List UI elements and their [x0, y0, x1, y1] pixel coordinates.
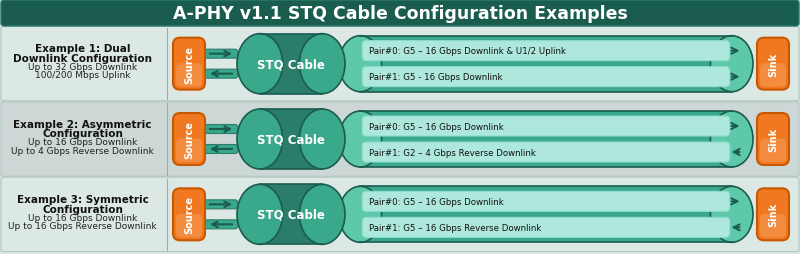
Text: Source: Source — [184, 121, 194, 158]
Text: Sink: Sink — [768, 52, 778, 76]
Text: STQ Cable: STQ Cable — [257, 58, 325, 71]
FancyBboxPatch shape — [362, 217, 730, 237]
Text: Configuration: Configuration — [42, 129, 123, 139]
FancyBboxPatch shape — [204, 125, 238, 134]
Text: Pair#0: G5 – 16 Gbps Downlink: Pair#0: G5 – 16 Gbps Downlink — [370, 197, 504, 206]
Bar — [260, 35, 322, 94]
Text: Pair#1: G5 - 16 Gbps Downlink: Pair#1: G5 - 16 Gbps Downlink — [370, 73, 502, 82]
FancyBboxPatch shape — [362, 67, 730, 87]
Bar — [260, 185, 322, 244]
FancyBboxPatch shape — [1, 1, 799, 27]
Text: Up to 32 Gbps Downlink: Up to 32 Gbps Downlink — [28, 63, 137, 72]
Text: Up to 4 Gbps Reverse Downlink: Up to 4 Gbps Reverse Downlink — [11, 146, 154, 155]
Ellipse shape — [710, 112, 753, 167]
Text: Up to 16 Gbps Downlink: Up to 16 Gbps Downlink — [28, 213, 137, 222]
Text: Source: Source — [184, 45, 194, 83]
Text: Sink: Sink — [768, 127, 778, 152]
Ellipse shape — [237, 109, 282, 169]
FancyBboxPatch shape — [176, 139, 202, 162]
Text: STQ Cable: STQ Cable — [257, 208, 325, 221]
FancyBboxPatch shape — [176, 64, 202, 87]
Text: Downlink Configuration: Downlink Configuration — [13, 54, 152, 64]
Text: Example 2: Asymmetric: Example 2: Asymmetric — [14, 119, 152, 129]
Text: A-PHY v1.1 STQ Cable Configuration Examples: A-PHY v1.1 STQ Cable Configuration Examp… — [173, 5, 627, 23]
FancyBboxPatch shape — [362, 117, 730, 136]
Ellipse shape — [710, 187, 753, 242]
Ellipse shape — [237, 35, 282, 94]
Ellipse shape — [339, 112, 382, 167]
FancyBboxPatch shape — [204, 220, 238, 229]
Bar — [360, 112, 732, 167]
FancyBboxPatch shape — [362, 192, 730, 212]
FancyBboxPatch shape — [757, 114, 789, 165]
Text: Up to 16 Gbps Downlink: Up to 16 Gbps Downlink — [28, 138, 137, 147]
FancyBboxPatch shape — [757, 39, 789, 90]
FancyBboxPatch shape — [760, 139, 786, 162]
Text: Example 3: Symmetric: Example 3: Symmetric — [17, 194, 149, 204]
Text: Configuration: Configuration — [42, 204, 123, 214]
FancyBboxPatch shape — [362, 41, 730, 61]
Ellipse shape — [339, 187, 382, 242]
Text: STQ Cable: STQ Cable — [257, 133, 325, 146]
Text: Pair#1: G2 – 4 Gbps Reverse Downlink: Pair#1: G2 – 4 Gbps Reverse Downlink — [370, 148, 536, 157]
FancyBboxPatch shape — [204, 145, 238, 154]
Bar — [360, 37, 732, 92]
FancyBboxPatch shape — [1, 178, 799, 251]
Text: Up to 16 Gbps Reverse Downlink: Up to 16 Gbps Reverse Downlink — [8, 221, 157, 230]
Ellipse shape — [339, 37, 382, 92]
Text: Example 1: Dual: Example 1: Dual — [34, 44, 130, 54]
FancyBboxPatch shape — [362, 142, 730, 162]
Ellipse shape — [299, 109, 345, 169]
FancyBboxPatch shape — [760, 64, 786, 87]
Text: Pair#0: G5 – 16 Gbps Downlink & U1/2 Uplink: Pair#0: G5 – 16 Gbps Downlink & U1/2 Upl… — [370, 47, 566, 56]
FancyBboxPatch shape — [204, 200, 238, 209]
Bar — [360, 187, 732, 242]
FancyBboxPatch shape — [173, 39, 205, 90]
FancyBboxPatch shape — [173, 188, 205, 240]
FancyBboxPatch shape — [204, 70, 238, 79]
Ellipse shape — [299, 35, 345, 94]
Text: Source: Source — [184, 196, 194, 233]
Bar — [260, 109, 322, 169]
FancyBboxPatch shape — [1, 27, 799, 101]
Text: Sink: Sink — [768, 202, 778, 227]
Text: Pair#1: G5 – 16 Gbps Reverse Downlink: Pair#1: G5 – 16 Gbps Reverse Downlink — [370, 223, 542, 232]
FancyBboxPatch shape — [176, 214, 202, 237]
FancyBboxPatch shape — [1, 102, 799, 177]
FancyBboxPatch shape — [204, 50, 238, 59]
FancyBboxPatch shape — [760, 214, 786, 237]
Ellipse shape — [710, 37, 753, 92]
FancyBboxPatch shape — [173, 114, 205, 165]
Ellipse shape — [237, 185, 282, 244]
Text: Pair#0: G5 – 16 Gbps Downlink: Pair#0: G5 – 16 Gbps Downlink — [370, 122, 504, 131]
FancyBboxPatch shape — [757, 188, 789, 240]
Ellipse shape — [299, 185, 345, 244]
Text: 100/200 Mbps Uplink: 100/200 Mbps Uplink — [34, 71, 130, 80]
